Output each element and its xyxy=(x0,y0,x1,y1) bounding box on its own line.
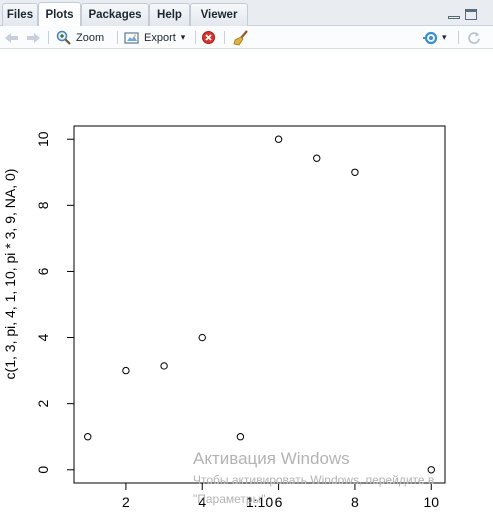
data-point xyxy=(122,366,130,375)
x-tick-label: 6 xyxy=(275,494,283,510)
x-tick-label: 10 xyxy=(423,494,439,510)
data-point xyxy=(160,362,168,370)
data-point xyxy=(427,466,435,474)
y-tick-label: 6 xyxy=(35,267,51,275)
data-point xyxy=(313,154,321,162)
y-axis-label: c(1, 3, pi, 4, 1, 10, pi * 3, 9, NA, 0) xyxy=(2,169,18,380)
tab-files[interactable]: Files xyxy=(2,3,38,26)
chevron-down-icon: ▾ xyxy=(442,32,447,42)
x-tick-label: 4 xyxy=(198,494,206,510)
pane-tab-bar: Files Plots Packages Help Viewer xyxy=(0,0,493,27)
data-point xyxy=(198,333,206,342)
publish-icon xyxy=(423,31,438,44)
toolbar-separator xyxy=(195,31,196,44)
y-tick-label: 4 xyxy=(35,333,51,341)
tab-help[interactable]: Help xyxy=(149,3,190,26)
forward-arrow-icon[interactable] xyxy=(25,29,41,46)
data-point xyxy=(236,433,245,441)
watermark-line-3: "Параметры". xyxy=(193,492,269,506)
chevron-down-icon: ▾ xyxy=(180,32,186,42)
x-axis: 2 4 6 8 10 xyxy=(122,482,439,510)
tab-packages[interactable]: Packages xyxy=(81,3,149,26)
data-point xyxy=(84,433,92,441)
remove-plot-icon xyxy=(202,31,215,44)
data-point xyxy=(274,135,283,143)
tab-plots[interactable]: Plots xyxy=(38,2,81,27)
zoom-button[interactable]: Zoom xyxy=(56,29,104,46)
zoom-icon xyxy=(56,30,71,45)
plot-box xyxy=(73,125,446,484)
minimize-pane-icon[interactable] xyxy=(448,9,460,20)
back-arrow-icon[interactable] xyxy=(4,29,20,46)
y-tick-label: 2 xyxy=(35,400,51,408)
toolbar-separator xyxy=(48,31,49,44)
maximize-pane-icon[interactable] xyxy=(465,9,477,20)
export-icon xyxy=(124,31,139,44)
y-tick-label: 8 xyxy=(35,201,51,209)
y-axis: 0 2 4 6 8 10 xyxy=(35,131,75,474)
toolbar-separator xyxy=(458,31,459,44)
toolbar-separator xyxy=(224,31,225,44)
data-point xyxy=(351,168,359,176)
clear-all-plots-button[interactable] xyxy=(233,29,249,46)
toolbar-separator xyxy=(117,31,118,44)
watermark-title: Активация Windows xyxy=(193,449,350,468)
zoom-label: Zoom xyxy=(76,31,105,44)
publish-button[interactable]: ▾ xyxy=(423,29,447,46)
tab-viewer[interactable]: Viewer xyxy=(190,3,248,26)
x-tick-label: 2 xyxy=(122,494,130,510)
x-tick-label: 8 xyxy=(351,494,359,510)
watermark-line-2: Чтобы активировать Windows, перейдите в xyxy=(193,473,435,487)
refresh-button[interactable] xyxy=(467,29,481,46)
clear-all-brush-icon xyxy=(233,29,248,45)
remove-plot-button[interactable] xyxy=(201,29,216,46)
export-button[interactable]: Export ▾ xyxy=(124,29,185,46)
refresh-icon xyxy=(468,31,480,44)
scatter-plot: 2 4 6 8 10 0 2 4 6 8 10 1:10 c(1, 3, pi, 4, 1, 10… xyxy=(2,125,446,510)
export-label: Export xyxy=(144,31,176,44)
plots-toolbar: Zoom Export ▾ ▾ xyxy=(0,26,493,49)
x-axis-label: 1:10 xyxy=(246,494,273,510)
y-tick-label: 0 xyxy=(35,466,51,474)
y-tick-label: 10 xyxy=(35,131,51,147)
data-points xyxy=(84,135,435,474)
